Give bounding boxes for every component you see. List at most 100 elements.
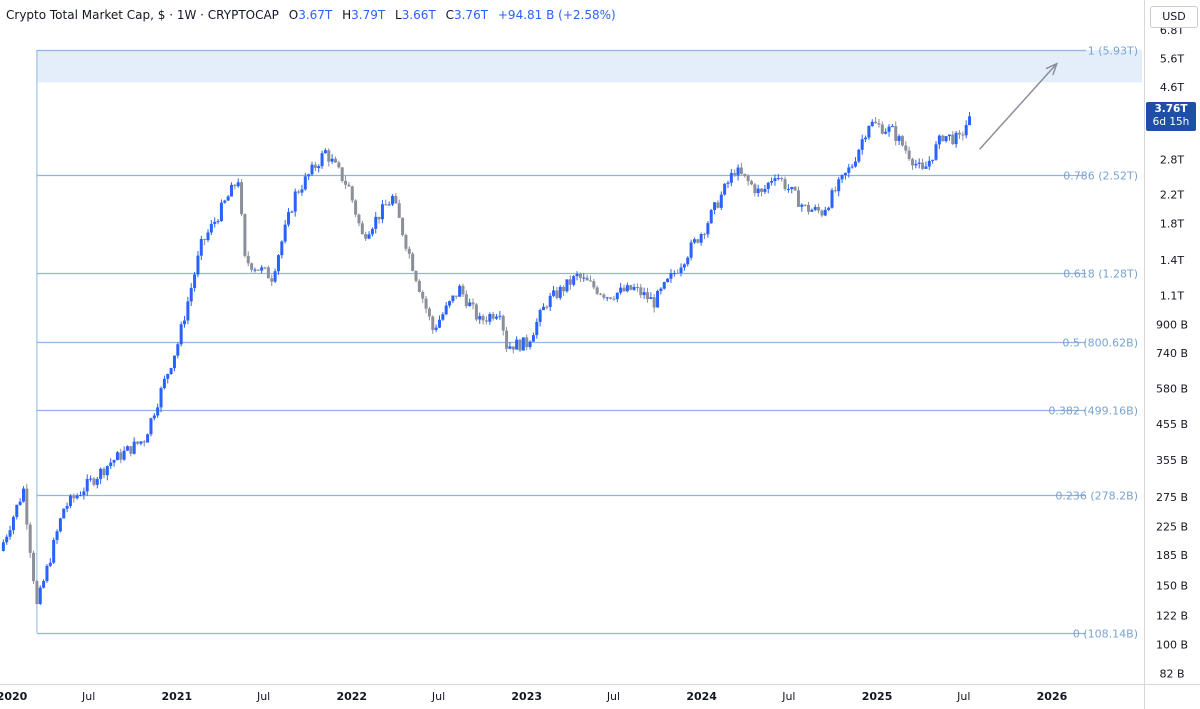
candle <box>760 187 764 197</box>
candle <box>575 271 579 281</box>
candle <box>414 270 418 283</box>
candle <box>941 134 945 142</box>
candle <box>763 184 767 195</box>
currency-button[interactable]: USD <box>1150 6 1198 28</box>
candle <box>753 182 757 197</box>
candle <box>887 124 891 137</box>
candle <box>350 185 354 203</box>
candle <box>528 340 532 350</box>
candle <box>827 206 831 212</box>
candle <box>229 182 233 197</box>
candle <box>749 179 753 186</box>
candle <box>394 193 398 204</box>
candle <box>38 585 42 606</box>
candle <box>280 240 284 259</box>
x-tick-label: 2023 <box>511 690 542 703</box>
candle <box>344 176 348 189</box>
candle <box>189 283 193 307</box>
candle <box>666 278 670 283</box>
candle <box>119 448 123 464</box>
candle <box>565 279 569 293</box>
candle <box>645 287 649 303</box>
candle <box>122 446 126 461</box>
candle <box>183 315 187 328</box>
candle <box>850 163 854 169</box>
y-tick-label: 580 B <box>1156 382 1188 395</box>
candle <box>273 268 277 284</box>
candle <box>756 184 760 197</box>
candle <box>243 213 247 258</box>
candle <box>196 251 200 278</box>
candle <box>813 204 817 212</box>
candle <box>199 235 203 260</box>
candle <box>266 265 270 279</box>
candle <box>635 283 639 292</box>
candle <box>340 167 344 183</box>
candle <box>622 284 626 292</box>
candle <box>545 305 549 310</box>
y-tick-label: 2.8T <box>1160 153 1184 166</box>
candle <box>45 564 49 583</box>
candle <box>639 283 643 299</box>
candle <box>729 169 733 187</box>
candle <box>793 186 797 191</box>
open-label: O <box>288 8 299 22</box>
candle <box>437 315 441 329</box>
candle <box>662 281 666 290</box>
arrow-shaft <box>979 63 1058 150</box>
candlestick-series <box>1 112 972 606</box>
candle <box>448 300 452 308</box>
candle <box>142 439 146 447</box>
candle <box>79 491 83 497</box>
x-tick-label: Jul <box>606 690 620 703</box>
candle <box>129 446 133 457</box>
candle <box>209 219 213 236</box>
candle <box>468 298 472 307</box>
candle <box>719 191 723 211</box>
candle <box>270 274 274 287</box>
candle <box>434 324 438 333</box>
candle <box>770 177 774 186</box>
x-tick-label: 2026 <box>1037 690 1068 703</box>
arrow-head <box>1045 62 1059 76</box>
candle <box>172 355 176 372</box>
trend-arrow[interactable] <box>979 62 1059 150</box>
candle <box>911 157 915 170</box>
candle <box>860 134 864 155</box>
candle <box>478 312 482 324</box>
candle <box>682 263 686 271</box>
candle <box>706 221 710 238</box>
fib-level-label: 0.236 (278.2B) <box>1055 490 1138 503</box>
symbol-title: Crypto Total Market Cap, $ · 1W · CRYPTO… <box>6 8 279 22</box>
candle <box>709 208 713 224</box>
candle <box>323 148 327 154</box>
candle <box>374 212 378 234</box>
symbol-legend[interactable]: Crypto Total Market Cap, $ · 1W · CRYPTO… <box>6 8 616 22</box>
candle <box>917 158 921 169</box>
candle <box>518 338 522 353</box>
candle <box>65 502 69 513</box>
x-tick-label: Jul <box>256 690 270 703</box>
candle <box>391 194 395 207</box>
candle <box>82 487 86 500</box>
candle <box>726 180 730 188</box>
candle <box>937 134 941 150</box>
candle <box>72 493 76 503</box>
candle <box>233 183 237 190</box>
candle <box>840 174 844 184</box>
candle <box>783 176 787 192</box>
high-value: 3.79T <box>351 8 386 22</box>
candle <box>156 403 160 418</box>
candle <box>206 229 210 243</box>
fibonacci-retracement[interactable]: 1 (5.93T) 0.786 (2.52T) 0.618 (1.28T) 0.5 (… <box>36 45 1138 641</box>
x-tick-label: 2024 <box>686 690 717 703</box>
candle <box>307 173 311 181</box>
candle <box>99 467 103 484</box>
candle <box>401 217 405 237</box>
candle <box>58 517 62 533</box>
candle <box>931 159 935 164</box>
candle <box>115 450 119 461</box>
candle <box>290 210 294 213</box>
y-tick-label: 185 B <box>1156 549 1188 562</box>
